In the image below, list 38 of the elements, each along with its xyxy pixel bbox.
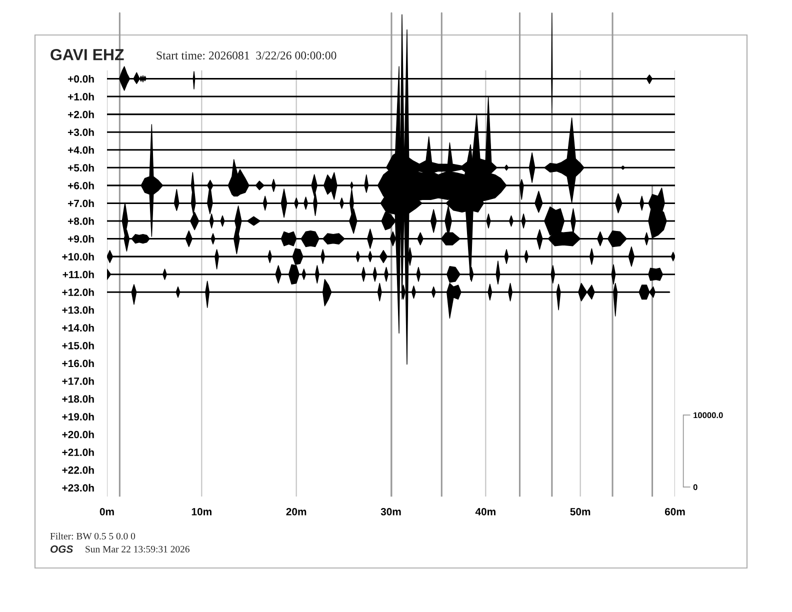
y-tick-label: +6.0h [68, 182, 94, 190]
text: OGS [50, 545, 74, 553]
text: Filter: BW 0.5 5 0.0 0 [50, 532, 136, 540]
text: Sun Mar 22 13:59:31 2026 [86, 546, 190, 552]
y-tick-label: +22.0h [62, 466, 94, 474]
y-tick-label: +12.0h [62, 288, 94, 296]
y-tick-label: +2.0h [68, 110, 94, 118]
y-tick-label: +10.0h [62, 252, 94, 260]
text: GAVI EHZ [50, 48, 124, 60]
x-tick-label: 50m [570, 508, 590, 516]
x-tick-label: 60m [664, 508, 685, 516]
y-tick-label: +18.0h [62, 395, 94, 403]
x-tick-label: 0m [100, 508, 114, 516]
y-tick-label: +20.0h [62, 430, 94, 438]
y-tick-label: +0.0h [68, 74, 94, 83]
y-tick-label: +15.0h [62, 342, 94, 350]
y-tick-label: +5.0h [68, 164, 94, 172]
x-tick-label: 20m [286, 508, 306, 516]
y-tick-label: +21.0h [62, 448, 94, 456]
y-tick-label: +1.0h [68, 92, 94, 100]
y2-tick-label: 10000.0 [694, 412, 723, 418]
y-tick-label: +9.0h [68, 235, 94, 243]
y-tick-label: +7.0h [68, 199, 94, 208]
y-tick-label: +14.0h [62, 324, 94, 332]
y-tick-label: +8.0h [68, 217, 94, 225]
y-tick-label: +4.0h [68, 146, 94, 154]
x-tick-label: 30m [380, 508, 401, 516]
y-tick-label: +19.0h [62, 412, 94, 420]
y2-tick-label: 0 [693, 484, 698, 490]
text: Start time: 2026081 3/22/26 00:00:00 [156, 51, 336, 60]
x-tick-label: 10m [192, 508, 212, 516]
y-tick-label: +11.0h [62, 270, 94, 278]
y-tick-label: +13.0h [62, 306, 94, 314]
y-tick-label: +23.0h [62, 484, 94, 492]
y-tick-label: +3.0h [68, 128, 94, 136]
y-tick-label: +17.0h [62, 377, 94, 385]
x-tick-label: 40m [475, 508, 496, 516]
y-tick-label: +16.0h [62, 359, 94, 368]
